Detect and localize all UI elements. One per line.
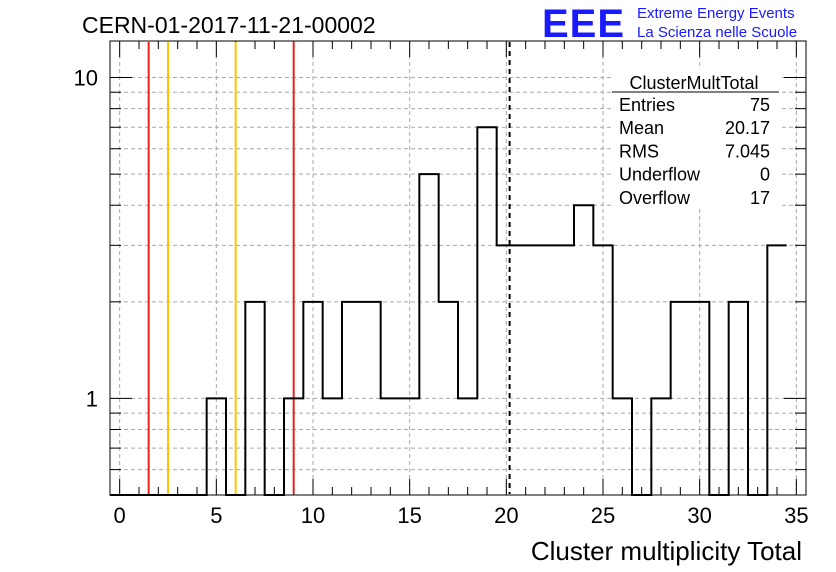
x-tick-label: 25 <box>591 503 615 528</box>
stats-label: Mean <box>619 118 664 138</box>
x-tick-label: 0 <box>114 503 126 528</box>
stats-value: 7.045 <box>725 141 770 161</box>
stats-value: 17 <box>750 188 770 208</box>
x-tick-label: 35 <box>784 503 808 528</box>
x-tick-label: 20 <box>494 503 518 528</box>
stats-box: ClusterMultTotal Entries 75 Mean 20.17 RMS 7.… <box>612 68 779 208</box>
stats-label: Entries <box>619 95 675 115</box>
x-tick-labels: 0 5 10 15 20 25 30 35 <box>114 503 809 528</box>
x-tick-label: 5 <box>210 503 222 528</box>
y-tick-label: 10 <box>74 66 98 91</box>
x-tick-label: 15 <box>397 503 421 528</box>
y-tick-label: 1 <box>86 386 98 411</box>
stats-label: Overflow <box>619 188 691 208</box>
stats-value: 20.17 <box>725 118 770 138</box>
stats-box-title: ClusterMultTotal <box>629 73 758 93</box>
y-tick-labels: 1 10 <box>74 66 98 412</box>
x-tick-label: 10 <box>301 503 325 528</box>
stats-value: 0 <box>760 165 770 185</box>
reference-lines <box>149 42 510 494</box>
x-axis-label: Cluster multiplicity Total <box>531 536 802 566</box>
stats-label: RMS <box>619 141 659 161</box>
stats-label: Underflow <box>619 165 701 185</box>
stats-value: 75 <box>750 95 770 115</box>
x-tick-label: 30 <box>687 503 711 528</box>
